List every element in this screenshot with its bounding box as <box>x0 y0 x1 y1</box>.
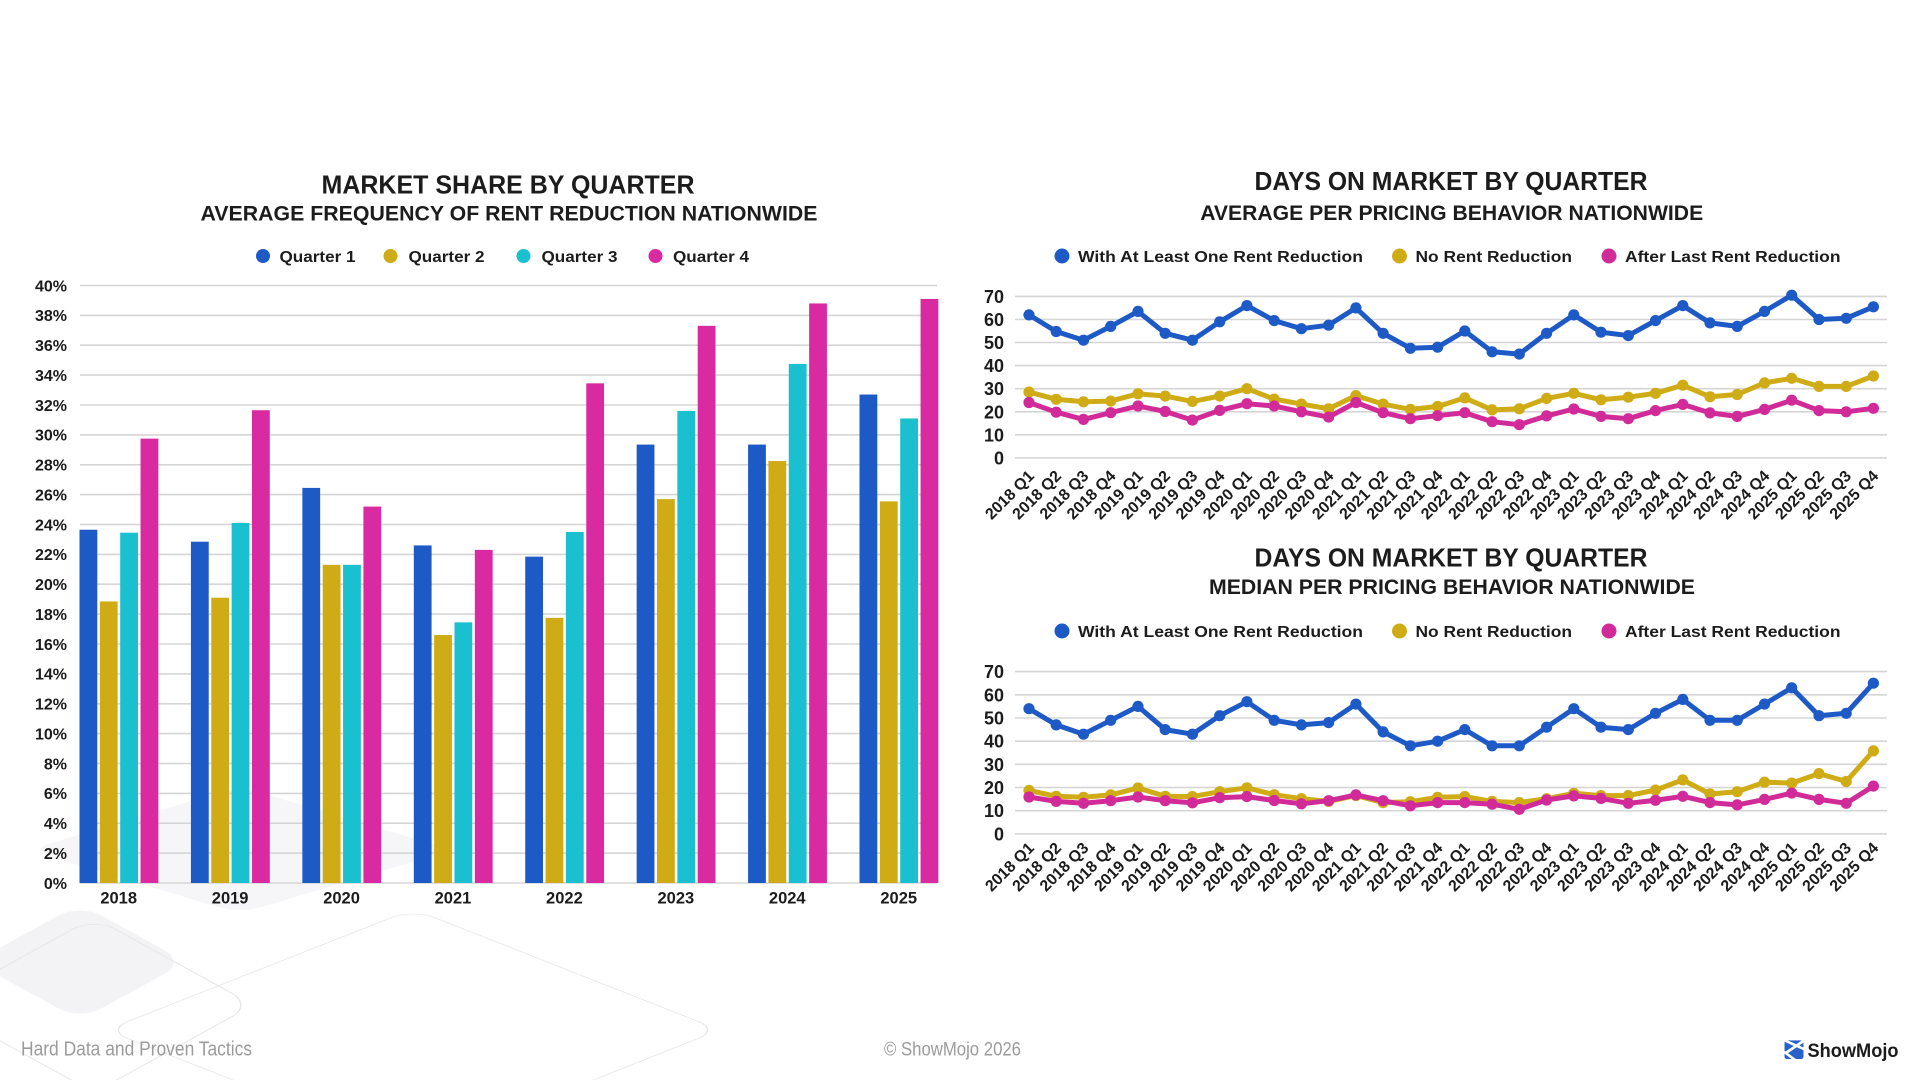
svg-text:With At Least One Rent Reducti: With At Least One Rent Reduction <box>1078 624 1363 641</box>
svg-text:2024: 2024 <box>769 890 807 908</box>
svg-text:70: 70 <box>984 287 1004 307</box>
svg-text:2022: 2022 <box>546 890 583 908</box>
svg-text:38%: 38% <box>35 308 67 325</box>
svg-text:After Last Rent Reduction: After Last Rent Reduction <box>1625 249 1841 266</box>
svg-text:No Rent Reduction: No Rent Reduction <box>1416 249 1573 266</box>
svg-text:22%: 22% <box>35 547 67 564</box>
svg-text:50: 50 <box>984 708 1004 728</box>
svg-text:2019: 2019 <box>212 890 249 908</box>
svg-text:30%: 30% <box>35 428 67 445</box>
svg-text:20: 20 <box>984 402 1004 422</box>
svg-text:MARKET SHARE BY QUARTER: MARKET SHARE BY QUARTER <box>322 170 695 200</box>
svg-text:16%: 16% <box>35 637 67 654</box>
svg-text:30: 30 <box>984 379 1004 399</box>
svg-text:50: 50 <box>984 333 1004 353</box>
svg-text:28%: 28% <box>35 458 67 475</box>
svg-text:40: 40 <box>984 732 1004 752</box>
svg-text:Quarter 3: Quarter 3 <box>542 249 618 266</box>
svg-text:2023: 2023 <box>657 890 694 908</box>
svg-text:Quarter 2: Quarter 2 <box>409 249 485 266</box>
svg-text:34%: 34% <box>35 368 67 385</box>
svg-text:40: 40 <box>984 356 1004 376</box>
svg-text:AVERAGE PER PRICING BEHAVIOR N: AVERAGE PER PRICING BEHAVIOR NATIONWIDE <box>1200 201 1703 225</box>
svg-text:© ShowMojo 2026: © ShowMojo 2026 <box>884 1040 1021 1061</box>
svg-text:70: 70 <box>984 662 1004 682</box>
svg-text:ShowMojo: ShowMojo <box>1808 1040 1899 1062</box>
svg-text:2%: 2% <box>44 846 67 863</box>
svg-text:Quarter 1: Quarter 1 <box>280 249 356 266</box>
svg-text:10: 10 <box>984 425 1004 445</box>
svg-text:10: 10 <box>984 801 1004 821</box>
svg-text:20%: 20% <box>35 577 67 594</box>
svg-text:0%: 0% <box>44 876 67 893</box>
svg-text:6%: 6% <box>44 786 67 803</box>
svg-text:8%: 8% <box>44 756 67 773</box>
svg-text:2021: 2021 <box>435 890 472 908</box>
svg-text:40%: 40% <box>35 278 67 295</box>
svg-text:With At Least One Rent Reducti: With At Least One Rent Reduction <box>1078 249 1363 266</box>
svg-text:14%: 14% <box>35 667 67 684</box>
svg-text:0: 0 <box>994 824 1004 844</box>
svg-text:60: 60 <box>984 310 1004 330</box>
svg-text:18%: 18% <box>35 607 67 624</box>
svg-text:26%: 26% <box>35 487 67 504</box>
svg-text:After Last Rent Reduction: After Last Rent Reduction <box>1625 624 1841 641</box>
svg-text:2025: 2025 <box>880 890 917 908</box>
svg-text:30: 30 <box>984 755 1004 775</box>
svg-text:36%: 36% <box>35 338 67 355</box>
svg-text:DAYS ON MARKET BY QUARTER: DAYS ON MARKET BY QUARTER <box>1255 543 1648 573</box>
svg-text:No Rent Reduction: No Rent Reduction <box>1416 624 1573 641</box>
svg-text:12%: 12% <box>35 697 67 714</box>
svg-text:DAYS ON MARKET BY QUARTER: DAYS ON MARKET BY QUARTER <box>1255 166 1648 196</box>
svg-text:32%: 32% <box>35 398 67 415</box>
svg-text:60: 60 <box>984 685 1004 705</box>
svg-text:20: 20 <box>984 778 1004 798</box>
svg-text:MEDIAN PER PRICING BEHAVIOR NA: MEDIAN PER PRICING BEHAVIOR NATIONWIDE <box>1209 575 1695 599</box>
svg-text:Hard Data and Proven Tactics: Hard Data and Proven Tactics <box>21 1039 252 1061</box>
svg-text:0: 0 <box>994 448 1004 468</box>
svg-text:2018: 2018 <box>100 890 137 908</box>
svg-text:24%: 24% <box>35 517 67 534</box>
svg-text:10%: 10% <box>35 726 67 743</box>
svg-text:Quarter 4: Quarter 4 <box>673 249 749 266</box>
svg-text:4%: 4% <box>44 816 67 833</box>
svg-text:2020: 2020 <box>323 890 360 908</box>
svg-text:AVERAGE FREQUENCY OF RENT REDU: AVERAGE FREQUENCY OF RENT REDUCTION NATI… <box>201 201 818 225</box>
